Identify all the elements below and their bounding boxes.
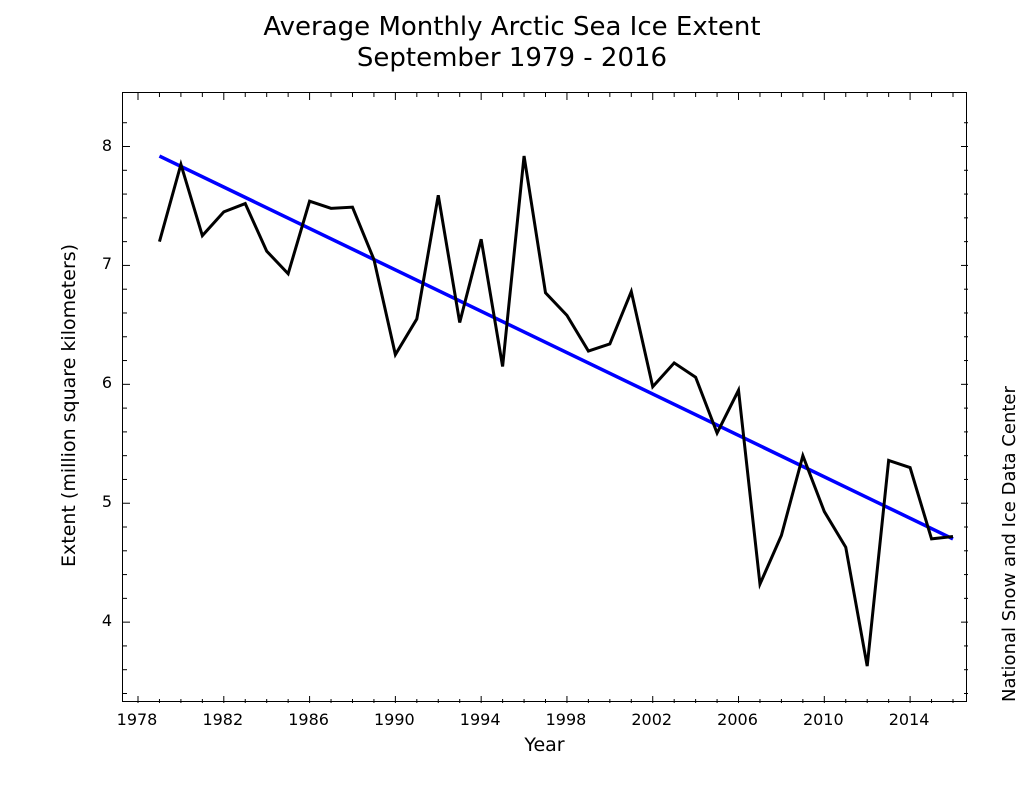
x-tick-label: 2010 — [793, 710, 853, 729]
chart-title: Average Monthly Arctic Sea Ice Extent Se… — [0, 12, 1024, 74]
x-tick-label: 1998 — [536, 710, 596, 729]
y-tick-label: 5 — [78, 492, 112, 511]
y-tick-label: 8 — [78, 136, 112, 155]
x-tick-label: 2006 — [708, 710, 768, 729]
y-tick-label: 6 — [78, 373, 112, 392]
plot-svg — [123, 93, 968, 703]
y-axis-label: Extent (million square kilometers) — [58, 244, 80, 567]
x-tick-label: 1990 — [364, 710, 424, 729]
x-tick-label: 2002 — [622, 710, 682, 729]
chart-container: Average Monthly Arctic Sea Ice Extent Se… — [0, 0, 1024, 791]
title-line-2: September 1979 - 2016 — [357, 43, 667, 73]
plot-area — [122, 92, 967, 702]
y-tick-label: 4 — [78, 611, 112, 630]
credit-label: National Snow and Ice Data Center — [999, 386, 1020, 702]
x-axis-label: Year — [122, 734, 967, 756]
title-line-1: Average Monthly Arctic Sea Ice Extent — [263, 12, 760, 42]
x-tick-label: 1994 — [450, 710, 510, 729]
x-tick-label: 2014 — [879, 710, 939, 729]
x-tick-label: 1978 — [107, 710, 167, 729]
y-tick-label: 7 — [78, 254, 112, 273]
x-tick-label: 1986 — [279, 710, 339, 729]
x-tick-label: 1982 — [193, 710, 253, 729]
